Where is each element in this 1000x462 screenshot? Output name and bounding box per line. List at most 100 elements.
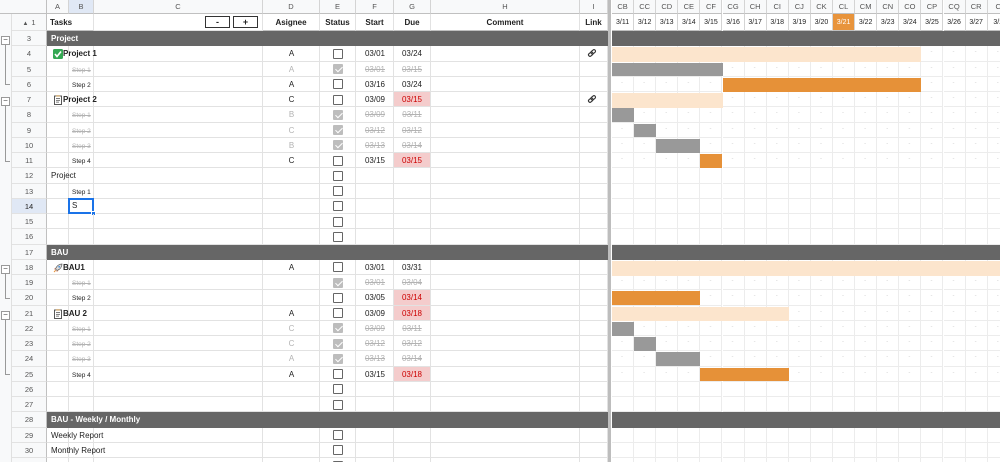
grid-cell[interactable] [320, 107, 356, 123]
collapse-group-button[interactable]: − [1, 310, 10, 320]
grid-cell[interactable] [47, 198, 69, 214]
grid-cell[interactable] [263, 458, 320, 462]
grid-cell[interactable] [69, 122, 94, 138]
grid-cell[interactable] [47, 442, 69, 458]
due-date[interactable]: 03/18 [394, 305, 430, 320]
column-header-i[interactable]: I [580, 0, 608, 14]
start-date[interactable]: 03/05 [364, 293, 386, 303]
grid-cell[interactable] [431, 305, 580, 321]
grid-cell[interactable] [431, 107, 580, 123]
grid-cell[interactable] [263, 427, 320, 443]
status-checkbox[interactable] [333, 125, 343, 135]
grid-cell[interactable] [320, 397, 356, 413]
grid-cell[interactable] [431, 92, 580, 108]
column-header-gantt[interactable]: CI [766, 0, 789, 14]
grid-cell[interactable] [47, 122, 69, 138]
column-header-a[interactable]: A [47, 0, 69, 14]
column-header-gantt[interactable]: CD [656, 0, 679, 14]
grid-cell[interactable] [320, 366, 356, 382]
assignee-value[interactable]: A [288, 79, 295, 89]
grid-cell[interactable] [94, 61, 263, 77]
column-header-d[interactable]: D [263, 0, 320, 14]
step-name[interactable]: Step 1 [72, 112, 91, 120]
start-date[interactable]: 03/16 [364, 79, 386, 89]
status-checkbox[interactable] [333, 48, 343, 59]
grid-cell[interactable] [580, 92, 608, 108]
grid-cell[interactable] [94, 214, 263, 230]
grid-cell[interactable] [580, 366, 608, 382]
grid-cell[interactable] [580, 46, 608, 62]
grid-cell[interactable] [431, 275, 580, 291]
grid-cell[interactable] [320, 458, 356, 462]
grid-cell[interactable] [356, 290, 394, 306]
select-all-corner[interactable] [0, 0, 47, 14]
status-checkbox[interactable] [333, 155, 343, 166]
step-name[interactable]: Step 4 [72, 371, 91, 379]
assignee-value[interactable]: C [288, 95, 295, 104]
grid-cell[interactable] [580, 397, 608, 413]
row-header[interactable]: 19 [12, 275, 47, 291]
status-checkbox[interactable] [333, 399, 343, 410]
grid-cell[interactable] [320, 381, 356, 397]
grid-cell[interactable] [47, 92, 69, 108]
row-header[interactable]: 29 [12, 427, 47, 443]
grid-cell[interactable] [263, 76, 320, 92]
due-date[interactable]: 03/04 [401, 278, 423, 287]
start-date[interactable]: 03/01 [364, 49, 386, 59]
task-name[interactable]: Weekly Report [51, 430, 104, 440]
assignee-value[interactable]: A [288, 262, 295, 272]
status-checkbox[interactable] [333, 94, 343, 105]
grid-cell[interactable] [263, 259, 320, 275]
grid-cell[interactable] [356, 122, 394, 138]
grid-cell[interactable] [69, 61, 94, 77]
status-checkbox[interactable] [333, 201, 343, 212]
step-name[interactable]: Step 1 [72, 66, 91, 74]
grid-cell[interactable] [394, 320, 431, 336]
grid-cell[interactable] [69, 107, 94, 123]
column-header-b[interactable]: B [69, 0, 94, 14]
grid-cell[interactable] [47, 366, 69, 382]
grid-cell[interactable] [394, 76, 431, 92]
grid-cell[interactable] [394, 92, 431, 108]
grid-cell[interactable] [356, 397, 394, 413]
row-header[interactable]: 7 [12, 92, 47, 108]
grid-cell[interactable] [431, 290, 580, 306]
collapse-group-button[interactable]: − [1, 36, 10, 46]
grid-cell[interactable] [69, 290, 94, 306]
column-header-e[interactable]: E [320, 0, 356, 14]
grid-cell[interactable] [431, 320, 580, 336]
start-date[interactable]: 03/09 [364, 308, 386, 318]
assignee-value[interactable]: A [288, 369, 295, 379]
status-checkbox[interactable] [333, 338, 343, 349]
grid-cell[interactable] [356, 153, 394, 169]
start-date[interactable]: 03/09 [364, 110, 386, 120]
start-date[interactable]: 03/15 [364, 369, 386, 379]
grid-cell[interactable] [47, 259, 69, 275]
grid-cell[interactable] [580, 214, 608, 230]
grid-cell[interactable] [263, 168, 320, 184]
grid-cell[interactable] [47, 427, 69, 443]
grid-cell[interactable] [356, 137, 394, 153]
grid-cell[interactable] [263, 366, 320, 382]
grid-cell[interactable] [320, 336, 356, 352]
grid-cell[interactable] [47, 214, 69, 230]
start-date[interactable]: 03/12 [364, 339, 386, 348]
frozen-pane-divider[interactable] [608, 0, 611, 462]
due-date[interactable]: 03/15 [394, 92, 430, 107]
row-header[interactable]: 30 [12, 442, 47, 458]
grid-cell[interactable] [431, 259, 580, 275]
grid-cell[interactable] [394, 137, 431, 153]
grid-cell[interactable] [320, 61, 356, 77]
grid-cell[interactable] [94, 275, 263, 291]
grid-cell[interactable] [94, 168, 263, 184]
grid-cell[interactable] [94, 336, 263, 352]
due-date[interactable]: 03/15 [394, 153, 430, 168]
grid-cell[interactable] [263, 61, 320, 77]
row-header[interactable]: 11 [12, 153, 47, 169]
grid-cell[interactable] [69, 137, 94, 153]
grid-cell[interactable] [394, 168, 431, 184]
step-name[interactable]: Step 1 [72, 325, 91, 333]
grid-cell[interactable] [580, 168, 608, 184]
status-checkbox[interactable] [333, 308, 343, 318]
assignee-value[interactable]: A [288, 354, 295, 364]
